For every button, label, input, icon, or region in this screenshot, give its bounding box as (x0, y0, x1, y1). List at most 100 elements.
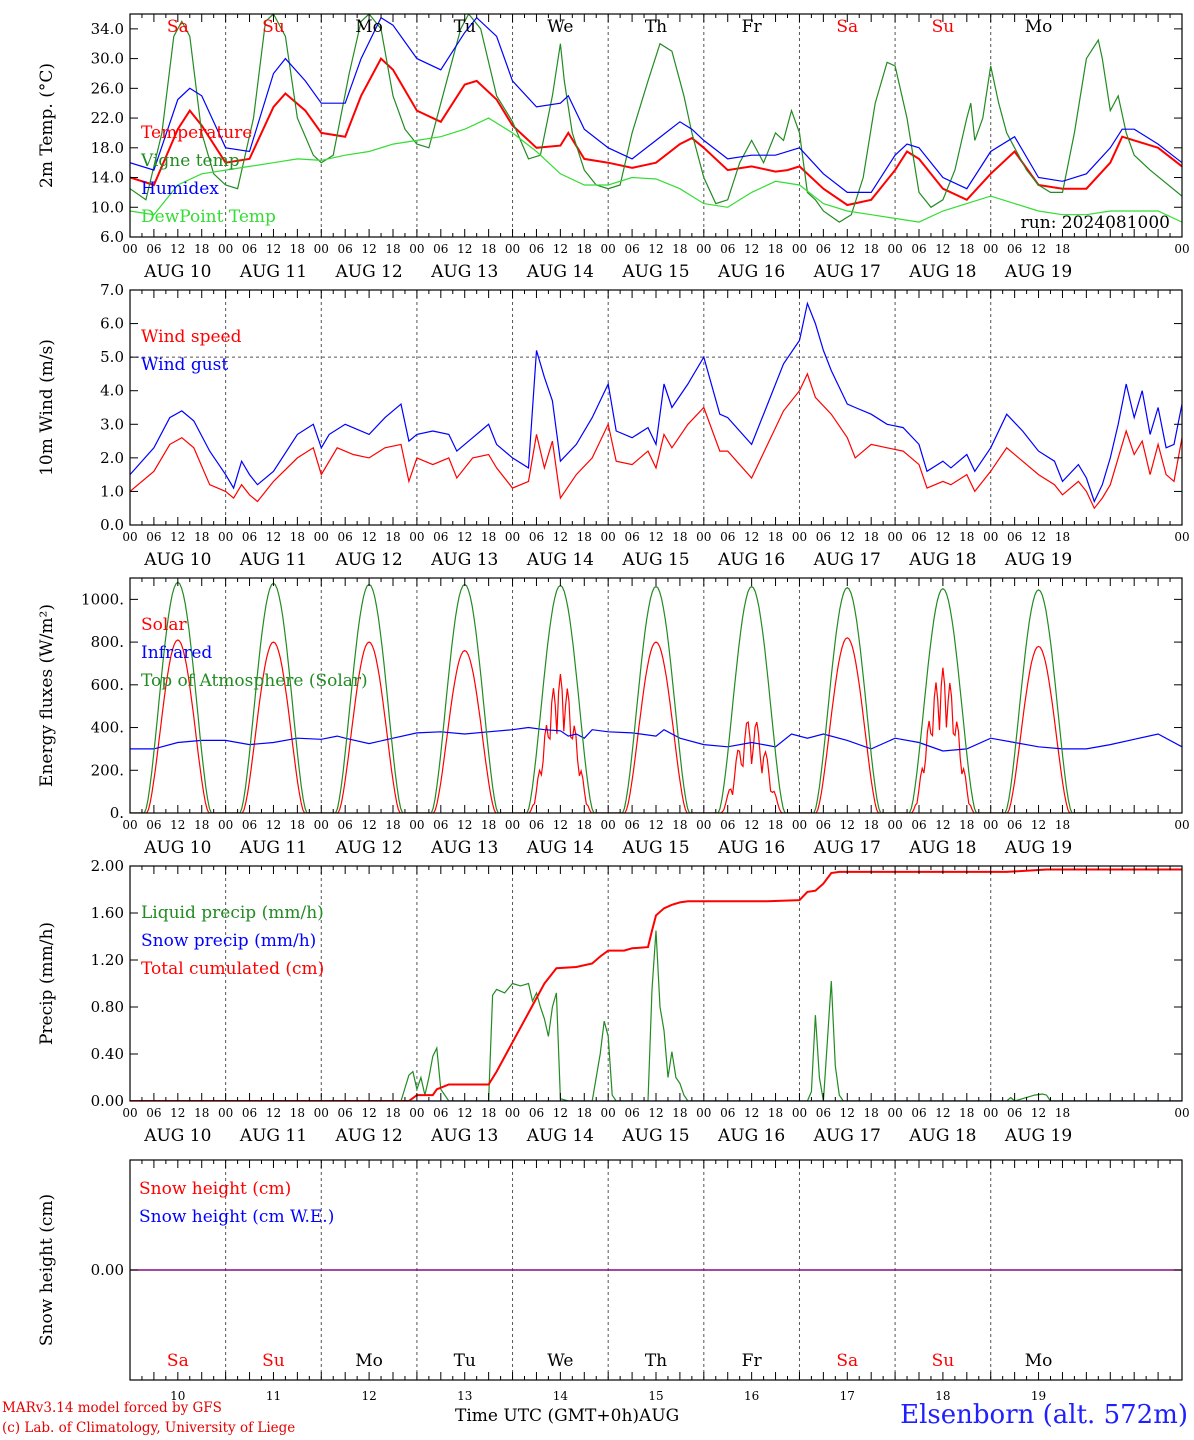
hour-tick-label: 18 (672, 1106, 687, 1120)
legend-entry: Snow precip (mm/h) (141, 931, 316, 951)
month-label: AUG (639, 1406, 680, 1426)
y-axis-label: Precip (mm/h) (37, 922, 57, 1045)
y-axis-label: Energy fluxes (W/m²) (37, 604, 57, 787)
y-tick-label: 0.00 (91, 1261, 124, 1279)
hour-tick-label: 06 (1007, 1106, 1022, 1120)
hour-tick-label: 18 (864, 1106, 879, 1120)
date-label: AUG 18 (908, 262, 976, 282)
hour-tick-label: 18 (577, 1106, 592, 1120)
panel-5: 0.00 Snow height (cm) Snow height (cm) Snow… (37, 1159, 1183, 1403)
plot-frame (129, 865, 1183, 1102)
hour-tick-label: 12 (266, 1106, 281, 1120)
run-label: run: 2024081000 (1021, 213, 1170, 233)
hour-tick-label: 12 (553, 530, 568, 544)
y-tick-label: 2.0 (100, 449, 124, 467)
hour-tick-label: 12 (457, 818, 472, 832)
hour-tick-label: 00 (1174, 530, 1189, 544)
hour-tick-label: 12 (361, 1106, 376, 1120)
hour-tick-label: 00 (887, 242, 902, 256)
hour-tick-label: 18 (385, 242, 400, 256)
hour-tick-label: 12 (744, 242, 759, 256)
hour-tick-label: 12 (1031, 818, 1046, 832)
hour-tick-label: 18 (385, 530, 400, 544)
hour-tick-label: 18 (672, 242, 687, 256)
hour-tick-label: 18 (864, 530, 879, 544)
date-label: AUG 18 (908, 838, 976, 858)
date-label: AUG 12 (334, 1126, 402, 1146)
legend-entry: Wind speed (141, 327, 242, 347)
date-label: AUG 16 (717, 262, 785, 282)
time-axis-label: Time UTC (GMT+0h)AUG (455, 1406, 679, 1426)
date-label: AUG 19 (1004, 1126, 1072, 1146)
hour-tick-label: 06 (624, 530, 639, 544)
hour-tick-label: 00 (792, 530, 807, 544)
hour-tick-label: 06 (242, 818, 257, 832)
hour-tick-label: 12 (457, 530, 472, 544)
legend-entry: Temperature (141, 123, 252, 143)
hour-tick-label: 06 (433, 818, 448, 832)
hour-tick-label: 06 (911, 530, 926, 544)
hour-tick-label: 06 (433, 1106, 448, 1120)
hour-tick-label: 00 (409, 1106, 424, 1120)
hour-tick-label: 00 (792, 242, 807, 256)
hour-tick-label: 18 (481, 1106, 496, 1120)
hour-tick-label: 18 (864, 818, 879, 832)
hour-tick-label: 06 (242, 242, 257, 256)
date-label: AUG 18 (908, 550, 976, 570)
y-tick-label: 400. (91, 719, 124, 737)
hour-tick-label: 12 (840, 530, 855, 544)
plot-frame (129, 13, 1183, 238)
hour-tick-label: 00 (887, 530, 902, 544)
hour-tick-label: 18 (959, 530, 974, 544)
y-tick-label: 30.0 (91, 50, 124, 68)
date-label: AUG 10 (143, 1126, 211, 1146)
hour-tick-label: 18 (1055, 818, 1070, 832)
y-tick-label: 6.0 (100, 228, 124, 246)
hour-tick-label: 00 (505, 818, 520, 832)
y-tick-label: 0. (110, 804, 124, 822)
series-line-dewpoint-temp (130, 117, 1182, 223)
plot-frame (129, 289, 1183, 526)
hour-tick-label: 12 (935, 530, 950, 544)
y-tick-label: 18.0 (91, 139, 124, 157)
model-credit: MARv3.14 model forced by GFS (2, 1400, 222, 1416)
legend-entry: Humidex (141, 179, 219, 199)
y-axis-label: 2m Temp. (°C) (37, 63, 57, 188)
y-tick-label: 1.60 (91, 904, 124, 922)
date-label: AUG 17 (813, 550, 881, 570)
hour-tick-label: 06 (1007, 530, 1022, 544)
day-number-label: 15 (648, 1389, 663, 1403)
day-of-week-label: Su (262, 17, 285, 37)
hour-tick-label: 00 (122, 242, 137, 256)
hour-tick-label: 00 (696, 1106, 711, 1120)
hour-tick-label: 06 (1007, 242, 1022, 256)
hour-tick-label: 00 (122, 818, 137, 832)
hour-tick-label: 18 (864, 242, 879, 256)
day-number-label: 10 (170, 1389, 185, 1403)
hour-tick-label: 12 (361, 530, 376, 544)
hour-tick-label: 00 (505, 1106, 520, 1120)
date-label: AUG 11 (239, 838, 307, 858)
date-label: AUG 13 (430, 550, 498, 570)
hour-tick-label: 12 (840, 242, 855, 256)
date-label: AUG 12 (334, 550, 402, 570)
y-tick-label: 0.0 (100, 516, 124, 534)
hour-tick-label: 00 (792, 818, 807, 832)
hour-tick-label: 06 (720, 530, 735, 544)
date-label: AUG 17 (813, 1126, 881, 1146)
hour-tick-label: 00 (601, 530, 616, 544)
day-of-week-label: Su (932, 17, 955, 37)
hour-tick-label: 00 (409, 530, 424, 544)
hour-tick-label: 00 (218, 1106, 233, 1120)
hour-tick-label: 00 (505, 530, 520, 544)
day-number-label: 13 (457, 1389, 472, 1403)
hour-tick-label: 12 (935, 818, 950, 832)
hour-tick-label: 12 (744, 530, 759, 544)
hour-tick-label: 00 (696, 242, 711, 256)
day-of-week-label: Su (262, 1351, 285, 1371)
hour-tick-label: 18 (577, 242, 592, 256)
day-of-week-label: Tu (454, 17, 476, 37)
day-of-week-label: Th (645, 1351, 667, 1371)
hour-tick-label: 12 (266, 530, 281, 544)
